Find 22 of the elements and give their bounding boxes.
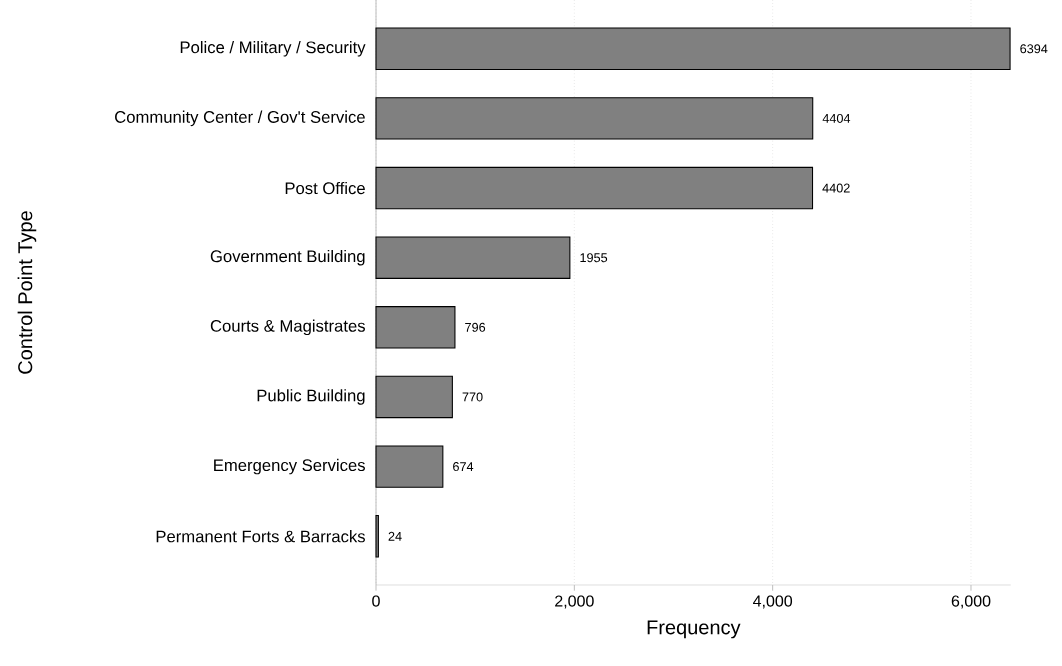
y-tick-label: Emergency Services xyxy=(214,458,365,475)
y-tick-label: Police / Military / Security xyxy=(180,40,366,57)
y-tick-label: Government Building xyxy=(210,249,365,266)
data-label: 4402 xyxy=(822,183,850,193)
data-label: 674 xyxy=(453,462,474,472)
y-tick-label: Public Building xyxy=(257,389,365,405)
data-label: 770 xyxy=(462,392,483,402)
data-label: 24 xyxy=(388,531,402,541)
data-label: 4404 xyxy=(822,113,851,123)
y-tick-label: Courts & Magistrates xyxy=(210,319,365,336)
y-axis-title: Control Point Type xyxy=(17,211,37,374)
x-tick-label: 0 xyxy=(372,595,380,607)
y-tick-label: Post Office xyxy=(285,181,365,195)
y-tick-label: Community Center / Gov't Service xyxy=(115,110,365,127)
data-label: 1955 xyxy=(580,253,608,263)
data-label: 6394 xyxy=(1020,44,1048,54)
x-tick-label: 2,000 xyxy=(555,595,594,609)
x-axis-title: Frequency xyxy=(647,620,741,639)
y-tick-label: Permanent Forts & Barracks xyxy=(156,530,365,543)
x-tick-label: 6,000 xyxy=(951,595,991,609)
x-tick-label: 4,000 xyxy=(753,595,793,609)
data-label: 796 xyxy=(465,322,486,332)
